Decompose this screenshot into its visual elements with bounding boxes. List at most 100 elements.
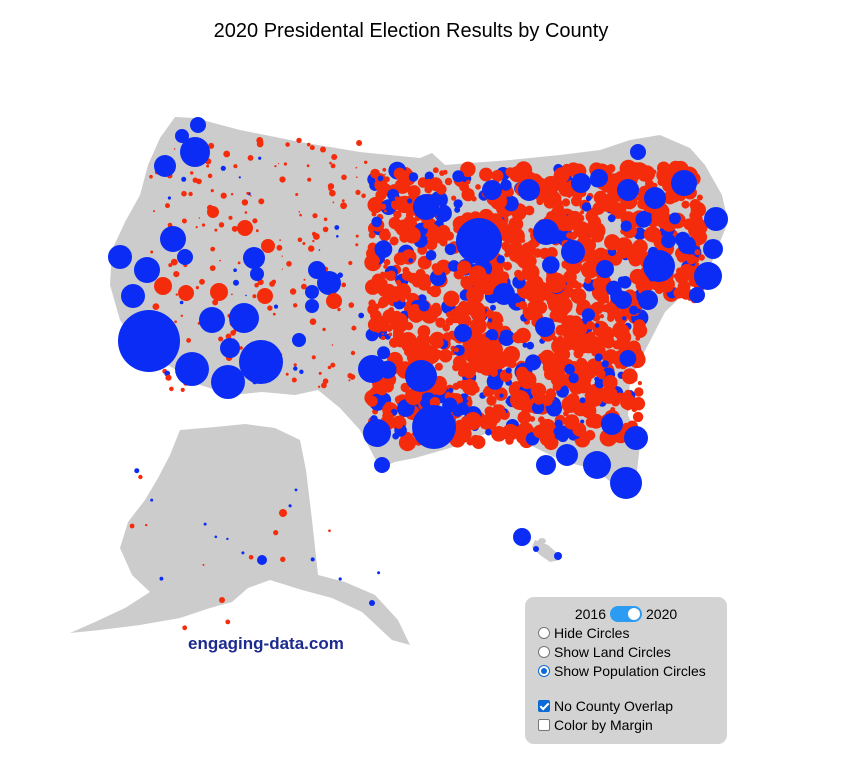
county-circle xyxy=(429,269,447,287)
population-circles-option[interactable]: Show Population Circles xyxy=(538,661,727,680)
county-circle xyxy=(351,325,357,331)
county-circle xyxy=(195,226,198,229)
county-circle xyxy=(704,207,728,231)
county-circle xyxy=(551,198,563,210)
color-margin-label: Color by Margin xyxy=(554,716,653,733)
county-circle xyxy=(303,278,306,281)
county-circle xyxy=(371,257,374,260)
county-circle xyxy=(273,530,279,536)
population-circles-radio[interactable] xyxy=(538,664,550,677)
year-toggle-switch[interactable] xyxy=(610,606,642,622)
county-circle xyxy=(451,195,457,201)
county-circle xyxy=(289,288,297,295)
county-circle xyxy=(622,316,627,321)
county-circle xyxy=(149,174,153,179)
county-circle xyxy=(244,211,248,214)
county-circle xyxy=(296,137,302,144)
county-circle xyxy=(408,172,419,182)
county-circle xyxy=(453,199,463,209)
county-circle xyxy=(598,293,604,299)
county-circle xyxy=(327,365,332,370)
county-circle xyxy=(379,229,391,242)
county-circle xyxy=(178,285,194,301)
county-circle xyxy=(466,396,472,401)
county-circle xyxy=(524,205,535,216)
county-circle xyxy=(267,305,273,311)
county-circle xyxy=(312,239,315,243)
no-overlap-option[interactable]: No County Overlap xyxy=(538,696,727,715)
county-circle xyxy=(372,314,378,320)
county-circle xyxy=(272,312,276,316)
county-circle xyxy=(423,178,435,190)
hide-circles-radio[interactable] xyxy=(538,626,550,639)
county-circle xyxy=(510,425,519,434)
county-circle xyxy=(274,165,277,168)
county-circle xyxy=(636,308,641,314)
county-circle xyxy=(347,373,353,379)
county-circle xyxy=(340,202,347,210)
watermark: engaging-data.com xyxy=(188,634,344,653)
no-overlap-checkbox[interactable] xyxy=(538,699,550,712)
county-circle xyxy=(173,271,180,278)
county-circle xyxy=(305,285,319,299)
county-circle xyxy=(285,142,290,147)
county-circle xyxy=(299,213,302,217)
county-circle xyxy=(322,327,326,332)
county-circle xyxy=(498,317,504,323)
county-circle xyxy=(179,300,184,305)
county-circle xyxy=(633,319,646,332)
county-circle xyxy=(436,206,452,222)
county-circle xyxy=(405,360,437,392)
county-circle xyxy=(381,335,386,340)
county-circle xyxy=(551,205,566,221)
county-circle xyxy=(596,260,614,278)
county-circle xyxy=(485,428,492,436)
county-circle xyxy=(384,331,388,334)
county-circle xyxy=(334,225,340,230)
county-circle xyxy=(307,177,312,182)
county-circle xyxy=(219,597,225,603)
county-circle xyxy=(209,265,216,271)
county-circle xyxy=(288,504,292,508)
county-circle xyxy=(375,189,387,201)
county-circle xyxy=(350,350,356,356)
county-circle xyxy=(432,264,444,276)
land-circles-radio[interactable] xyxy=(538,645,550,658)
county-circle xyxy=(308,261,326,279)
county-circle xyxy=(252,294,257,299)
county-circle xyxy=(651,169,657,175)
color-margin-checkbox[interactable] xyxy=(538,718,550,731)
county-circle xyxy=(590,169,608,187)
county-circle xyxy=(523,307,537,321)
county-circle xyxy=(181,190,187,197)
county-circle xyxy=(587,215,602,229)
county-circle xyxy=(152,303,160,310)
county-circle xyxy=(407,185,421,199)
county-circle xyxy=(421,328,427,334)
county-circle xyxy=(257,288,273,304)
county-circle xyxy=(370,168,380,179)
county-circle xyxy=(214,228,218,232)
county-circle xyxy=(256,140,264,148)
county-circle xyxy=(207,173,213,179)
county-circle xyxy=(180,387,185,392)
county-circle xyxy=(515,170,524,179)
county-circle xyxy=(602,336,615,349)
county-circle xyxy=(226,537,229,541)
land-circles-option[interactable]: Show Land Circles xyxy=(538,642,727,661)
color-margin-option[interactable]: Color by Margin xyxy=(538,715,727,734)
county-circle xyxy=(358,312,365,319)
county-circle xyxy=(541,395,553,406)
county-circle xyxy=(513,205,518,210)
county-circle xyxy=(522,342,528,348)
county-circle xyxy=(500,179,512,191)
county-circle xyxy=(210,189,214,193)
county-circle xyxy=(175,293,178,296)
county-circle xyxy=(558,340,569,351)
county-circle xyxy=(154,155,176,177)
hide-circles-option[interactable]: Hide Circles xyxy=(538,623,727,642)
county-circle xyxy=(542,256,560,274)
county-circle xyxy=(243,247,265,269)
county-circle xyxy=(371,216,383,228)
